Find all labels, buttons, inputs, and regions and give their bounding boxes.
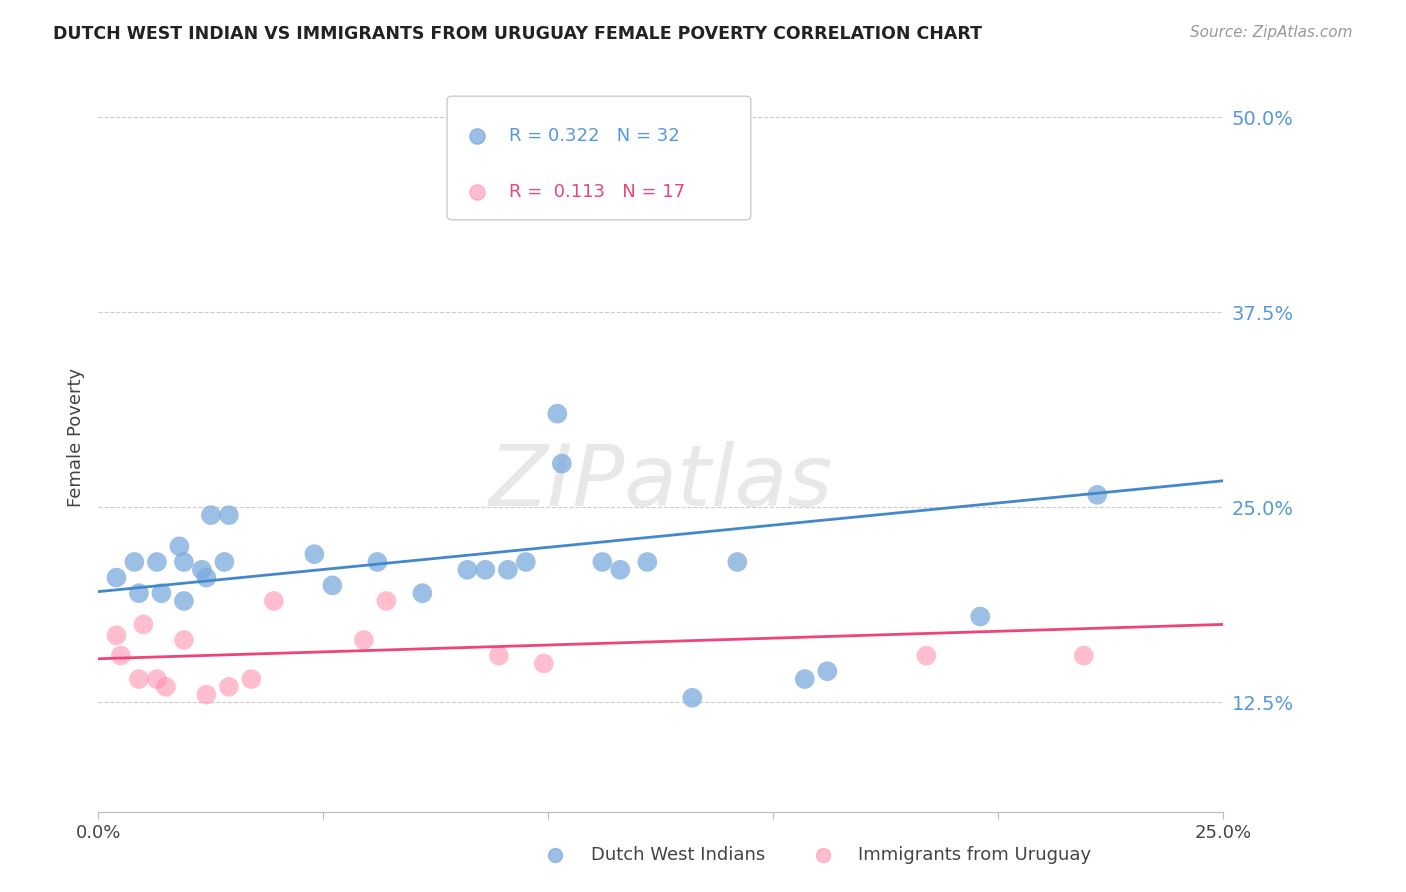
Point bbox=[150, 586, 173, 600]
Text: ZIPatlas: ZIPatlas bbox=[489, 441, 832, 524]
Point bbox=[1073, 648, 1095, 663]
Point bbox=[321, 578, 343, 592]
Point bbox=[124, 555, 146, 569]
Point bbox=[636, 555, 658, 569]
Point bbox=[725, 555, 748, 569]
Point bbox=[353, 633, 375, 648]
Point bbox=[375, 594, 398, 608]
Point bbox=[969, 609, 991, 624]
Point bbox=[173, 633, 195, 648]
Point bbox=[815, 664, 838, 679]
Point bbox=[218, 508, 240, 523]
Point bbox=[200, 508, 222, 523]
Point bbox=[155, 680, 177, 694]
Point bbox=[191, 563, 214, 577]
FancyBboxPatch shape bbox=[447, 96, 751, 219]
Point bbox=[793, 672, 815, 686]
Point bbox=[304, 547, 326, 561]
Point bbox=[411, 586, 433, 600]
Point bbox=[1085, 488, 1108, 502]
Point bbox=[591, 555, 613, 569]
Point bbox=[214, 555, 236, 569]
Point bbox=[551, 457, 574, 471]
Point bbox=[496, 563, 519, 577]
Point bbox=[240, 672, 263, 686]
Y-axis label: Female Poverty: Female Poverty bbox=[66, 368, 84, 507]
Point bbox=[105, 628, 128, 642]
Point bbox=[146, 672, 169, 686]
Point bbox=[195, 571, 218, 585]
Point bbox=[609, 563, 631, 577]
Point bbox=[515, 555, 537, 569]
Text: R =  0.113   N = 17: R = 0.113 N = 17 bbox=[509, 183, 685, 201]
Point bbox=[146, 555, 169, 569]
Text: Immigrants from Uruguay: Immigrants from Uruguay bbox=[858, 846, 1091, 863]
Point bbox=[488, 648, 510, 663]
Point bbox=[263, 594, 285, 608]
Point bbox=[546, 407, 568, 421]
Point bbox=[533, 657, 555, 671]
Text: Source: ZipAtlas.com: Source: ZipAtlas.com bbox=[1189, 25, 1353, 40]
Point bbox=[915, 648, 938, 663]
Point bbox=[456, 563, 478, 577]
Text: R = 0.322   N = 32: R = 0.322 N = 32 bbox=[509, 127, 679, 145]
Point bbox=[366, 555, 388, 569]
Point bbox=[195, 688, 218, 702]
Point bbox=[474, 563, 496, 577]
Text: Dutch West Indians: Dutch West Indians bbox=[591, 846, 765, 863]
Point bbox=[128, 672, 150, 686]
Point bbox=[218, 680, 240, 694]
Point bbox=[128, 586, 150, 600]
Point bbox=[105, 571, 128, 585]
Point bbox=[110, 648, 132, 663]
Point bbox=[681, 690, 703, 705]
Point bbox=[173, 555, 195, 569]
Point bbox=[169, 539, 191, 553]
Point bbox=[173, 594, 195, 608]
Point bbox=[132, 617, 155, 632]
Text: DUTCH WEST INDIAN VS IMMIGRANTS FROM URUGUAY FEMALE POVERTY CORRELATION CHART: DUTCH WEST INDIAN VS IMMIGRANTS FROM URU… bbox=[53, 25, 983, 43]
